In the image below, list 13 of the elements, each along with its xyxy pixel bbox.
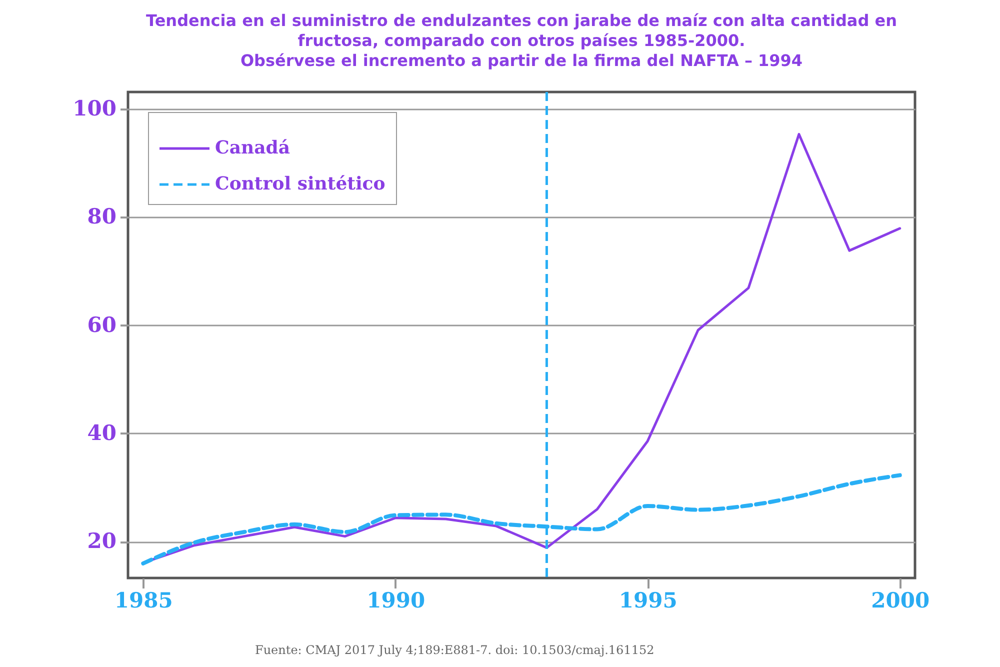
x-tick-label: 1995 [618,588,678,612]
y-tick-label: 80 [87,204,116,229]
y-tick-label: 40 [87,420,116,445]
chart-title: Tendencia en el suministro de endulzantes con jarabe de maíz con alta cantidad en fructosa, comparado con otros países 1985-2000. Obsérvese el incremento a partir de la firma del NAFTA – 1994 [146,10,897,70]
x-tick-label: 1985 [114,588,173,612]
legend-label: Canadá [215,138,290,158]
x-tick-label: 2000 [871,588,930,612]
y-tick-label: 20 [87,528,116,554]
x-tick-label: 1990 [366,588,426,612]
y-tick-label: 100 [72,95,116,120]
y-tick-label: 60 [87,312,116,337]
source-note: Fuente: CMAJ 2017 July 4;189:E881-7. doi: 10.1503/cmaj.161152 [255,643,654,657]
legend-label: Control sintético [215,174,386,194]
